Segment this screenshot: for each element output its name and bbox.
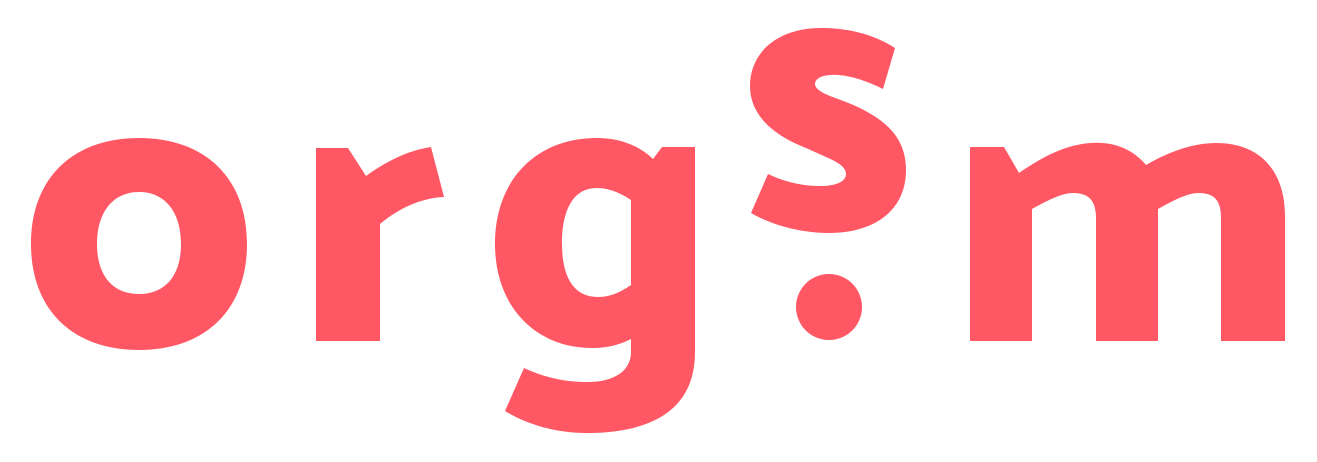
letter-m (970, 142, 1285, 341)
letter-r (316, 147, 444, 341)
letter-g (495, 138, 695, 433)
question-mark-dot (796, 274, 862, 340)
letter-o (31, 138, 247, 350)
question-mark-swash (750, 28, 906, 233)
